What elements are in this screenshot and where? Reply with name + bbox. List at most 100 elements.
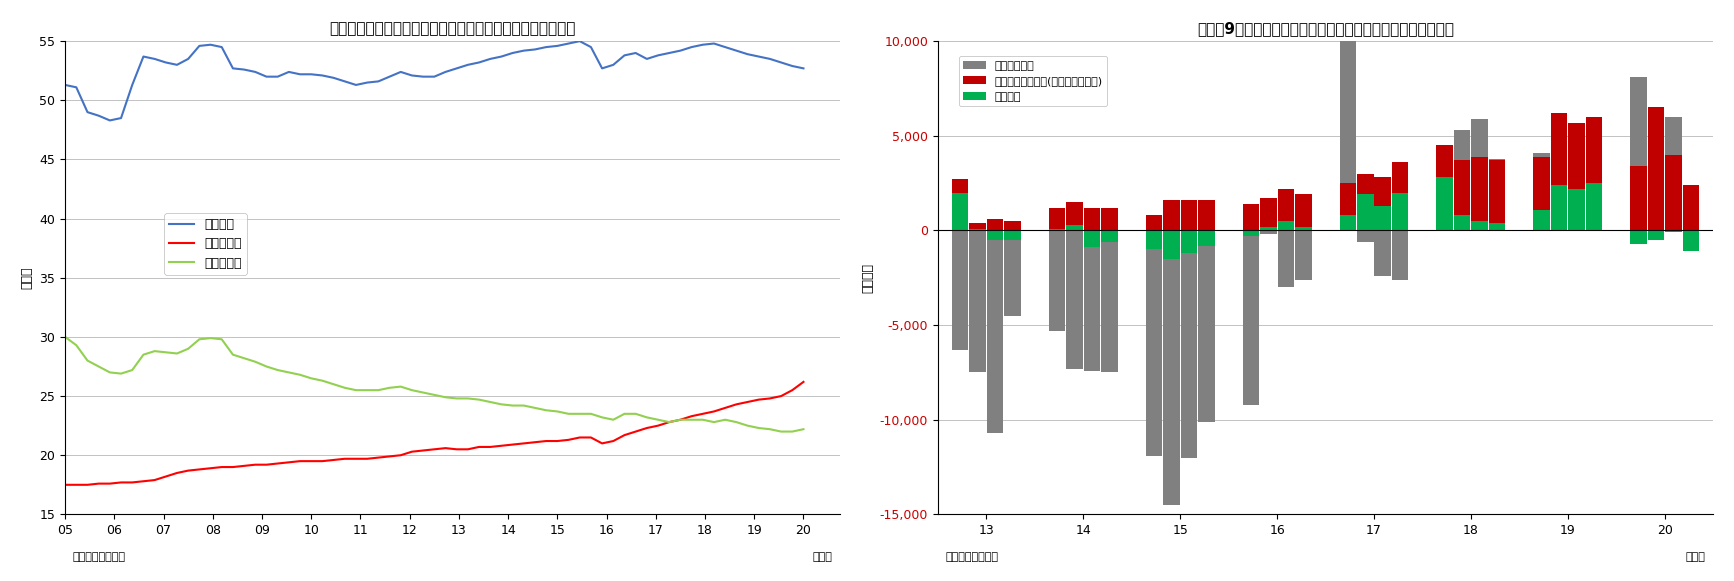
Bar xyxy=(1198,231,1214,246)
Bar xyxy=(1665,231,1682,232)
Bar xyxy=(1585,117,1602,183)
現預金計 xyxy=(156,59,177,66)
Bar xyxy=(1630,231,1647,243)
Bar xyxy=(1101,231,1118,372)
Bar xyxy=(1630,166,1647,231)
Bar xyxy=(1550,113,1568,185)
Bar xyxy=(1181,200,1196,231)
定期性預金 xyxy=(737,422,758,429)
Bar xyxy=(1490,160,1505,223)
Bar xyxy=(1164,231,1179,259)
Bar xyxy=(1436,162,1453,231)
Bar xyxy=(1084,231,1101,248)
Bar xyxy=(1243,231,1259,404)
Bar xyxy=(1340,183,1356,216)
Bar xyxy=(1392,162,1408,192)
Bar xyxy=(1004,221,1021,231)
Bar xyxy=(1682,231,1699,238)
Title: （図表８）流動性・定期性預金の個人金融資産に占める割合: （図表８）流動性・定期性預金の個人金融資産に占める割合 xyxy=(329,21,576,36)
Bar xyxy=(1358,231,1373,242)
Bar xyxy=(1101,208,1118,231)
定期性預金 xyxy=(390,383,411,390)
Bar xyxy=(1295,231,1311,279)
Bar xyxy=(1198,231,1214,422)
Bar xyxy=(1630,77,1647,231)
Bar xyxy=(1550,185,1568,231)
Bar xyxy=(1647,231,1665,240)
Bar xyxy=(1568,123,1585,189)
Bar xyxy=(1568,189,1585,231)
Bar xyxy=(1049,228,1065,231)
Bar xyxy=(1278,231,1294,287)
Bar xyxy=(1049,208,1065,228)
Bar xyxy=(1084,208,1101,231)
Bar xyxy=(1533,153,1550,231)
Bar xyxy=(1375,177,1391,206)
Bar xyxy=(1490,159,1505,231)
Text: （資料）日本銀行: （資料）日本銀行 xyxy=(73,552,127,562)
流動性預金 xyxy=(55,481,76,488)
Bar xyxy=(1453,130,1470,231)
Bar xyxy=(1198,200,1214,231)
流動性預金 xyxy=(792,378,813,385)
現預金計 xyxy=(99,117,120,124)
Bar xyxy=(1278,189,1294,221)
Text: （資料）日本銀行: （資料）日本銀行 xyxy=(945,552,999,562)
現預金計 xyxy=(402,72,423,79)
Bar xyxy=(1164,231,1179,505)
Bar xyxy=(1375,206,1391,231)
定期性預金 xyxy=(770,428,791,435)
定期性預金 xyxy=(792,426,813,433)
Bar xyxy=(1647,107,1665,231)
Bar xyxy=(1261,227,1276,231)
Bar xyxy=(1084,231,1101,371)
定期性預金 xyxy=(357,387,378,394)
Text: （年）: （年） xyxy=(1685,552,1706,562)
Bar xyxy=(952,231,969,350)
Bar xyxy=(1585,164,1602,231)
Title: （図表9）外貨預金・投信（確定拠出年金内）・国債のフロー: （図表9）外貨預金・投信（確定拠出年金内）・国債のフロー xyxy=(1196,21,1455,36)
Bar xyxy=(1682,185,1699,231)
Bar xyxy=(1101,231,1118,242)
Bar xyxy=(1181,231,1196,458)
現預金計 xyxy=(55,81,76,88)
Bar xyxy=(1164,200,1179,231)
流動性預金 xyxy=(222,464,243,471)
Bar xyxy=(1436,177,1453,231)
Bar xyxy=(1181,231,1196,253)
Bar xyxy=(1682,231,1699,251)
Bar xyxy=(969,223,987,228)
Bar xyxy=(952,180,969,192)
Bar xyxy=(1261,198,1276,227)
Bar xyxy=(1453,216,1470,231)
Bar xyxy=(969,231,987,372)
現預金計 xyxy=(121,81,142,88)
Bar xyxy=(1146,231,1162,456)
定期性預金 xyxy=(55,333,76,340)
Bar xyxy=(969,228,987,231)
流動性預金 xyxy=(749,396,770,403)
Bar xyxy=(1392,192,1408,231)
現預金計 xyxy=(368,78,388,85)
定期性預金 xyxy=(144,347,165,354)
Bar xyxy=(1375,231,1391,276)
Bar xyxy=(1665,117,1682,231)
Bar xyxy=(1243,204,1259,231)
Bar xyxy=(1295,195,1311,227)
Bar xyxy=(1295,227,1311,231)
Bar xyxy=(1436,145,1453,177)
Bar xyxy=(1585,183,1602,231)
現預金計 xyxy=(792,65,813,72)
Bar xyxy=(952,192,969,231)
Bar xyxy=(1066,225,1082,231)
流動性預金 xyxy=(390,452,411,459)
Line: 現預金計: 現預金計 xyxy=(66,41,803,120)
Bar xyxy=(1004,231,1021,315)
Bar xyxy=(1358,195,1373,231)
Line: 流動性預金: 流動性預金 xyxy=(66,382,803,485)
Bar xyxy=(1004,231,1021,240)
Bar xyxy=(987,231,1004,240)
Y-axis label: （％）: （％） xyxy=(21,267,35,289)
現預金計 xyxy=(636,55,657,62)
Legend: 現預金計, 流動性預金, 定期性預金: 現預金計, 流動性預金, 定期性預金 xyxy=(165,213,246,275)
